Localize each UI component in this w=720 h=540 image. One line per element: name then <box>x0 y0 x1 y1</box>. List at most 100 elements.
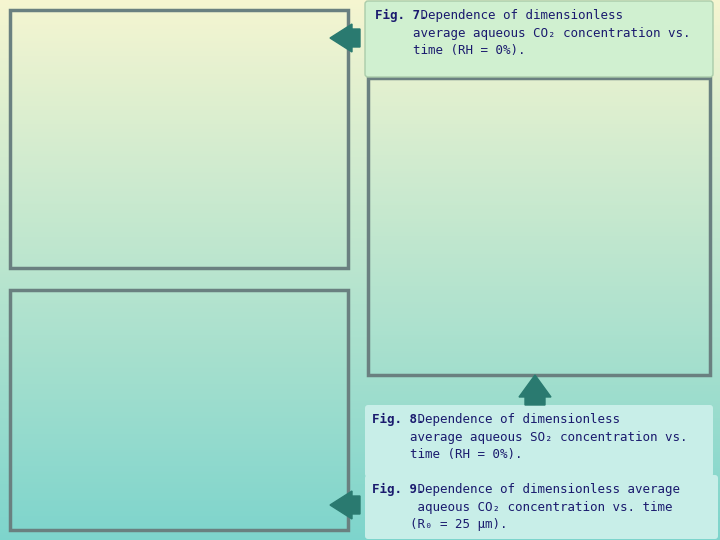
Bar <box>0 97 720 99</box>
Bar <box>10 477 348 479</box>
Bar <box>10 482 348 484</box>
Bar <box>0 312 720 313</box>
Bar <box>0 221 720 223</box>
Bar <box>368 363 710 365</box>
Bar <box>10 332 348 333</box>
Bar <box>0 212 720 214</box>
Bar <box>0 236 720 238</box>
Bar <box>10 436 348 437</box>
Bar <box>10 185 348 187</box>
Bar <box>10 187 348 189</box>
Bar <box>0 155 720 157</box>
Bar <box>368 165 710 167</box>
Bar <box>368 309 710 312</box>
Bar <box>0 22 720 23</box>
Bar <box>10 17 348 18</box>
FancyArrow shape <box>519 375 551 405</box>
Bar <box>10 247 348 249</box>
Bar <box>10 397 348 399</box>
Bar <box>10 433 348 434</box>
Bar <box>0 286 720 288</box>
Bar <box>0 85 720 86</box>
Bar <box>0 157 720 158</box>
Bar <box>0 92 720 93</box>
Bar <box>10 210 348 211</box>
Bar <box>368 205 710 207</box>
Bar <box>10 317 348 319</box>
Bar <box>368 201 710 202</box>
Bar <box>0 259 720 261</box>
Bar <box>0 459 720 461</box>
Bar <box>0 355 720 356</box>
Bar <box>0 351 720 353</box>
Bar <box>10 198 348 199</box>
Bar <box>0 452 720 454</box>
Bar <box>10 130 348 132</box>
Bar <box>10 484 348 485</box>
Bar <box>368 90 710 92</box>
Bar <box>0 502 720 504</box>
Bar <box>10 451 348 453</box>
Bar <box>0 90 720 92</box>
Bar <box>0 42 720 43</box>
Bar <box>10 143 348 144</box>
Bar <box>10 481 348 482</box>
Bar <box>10 256 348 258</box>
Bar <box>368 292 710 294</box>
Bar <box>10 330 348 332</box>
Bar <box>0 194 720 196</box>
Bar <box>0 484 720 486</box>
Bar <box>10 357 348 359</box>
Bar <box>10 259 348 261</box>
Bar <box>368 274 710 276</box>
Bar <box>10 254 348 256</box>
Bar <box>0 137 720 139</box>
Bar <box>10 184 348 185</box>
Bar <box>0 383 720 385</box>
Bar <box>10 524 348 525</box>
Bar <box>10 461 348 463</box>
Bar <box>10 468 348 469</box>
Bar <box>0 174 720 177</box>
Bar <box>0 369 720 371</box>
Bar <box>0 54 720 56</box>
Bar <box>368 197 710 199</box>
Bar <box>368 107 710 110</box>
Bar <box>0 205 720 207</box>
Bar <box>0 417 720 420</box>
Bar <box>10 160 348 161</box>
Bar <box>368 228 710 231</box>
Bar <box>368 349 710 351</box>
Bar <box>10 127 348 129</box>
Bar <box>0 349 720 351</box>
Bar <box>10 522 348 524</box>
Bar <box>0 454 720 455</box>
Bar <box>10 240 348 242</box>
Bar <box>10 36 348 37</box>
Bar <box>368 339 710 341</box>
Bar <box>10 132 348 134</box>
Bar <box>368 315 710 318</box>
Bar <box>0 331 720 333</box>
Bar <box>0 239 720 241</box>
Bar <box>368 119 710 122</box>
Bar <box>0 479 720 481</box>
Bar <box>10 479 348 481</box>
Bar <box>0 189 720 191</box>
Bar <box>0 400 720 401</box>
Bar <box>10 232 348 234</box>
Bar <box>0 245 720 247</box>
Bar <box>0 410 720 412</box>
Bar <box>10 314 348 315</box>
Bar <box>368 332 710 333</box>
Bar <box>0 104 720 106</box>
Bar <box>10 87 348 89</box>
Bar <box>0 38 720 39</box>
Bar <box>0 144 720 146</box>
Bar <box>368 173 710 175</box>
Bar <box>0 491 720 493</box>
Bar <box>10 292 348 293</box>
Bar <box>0 207 720 209</box>
Bar <box>0 425 720 427</box>
Bar <box>0 358 720 360</box>
